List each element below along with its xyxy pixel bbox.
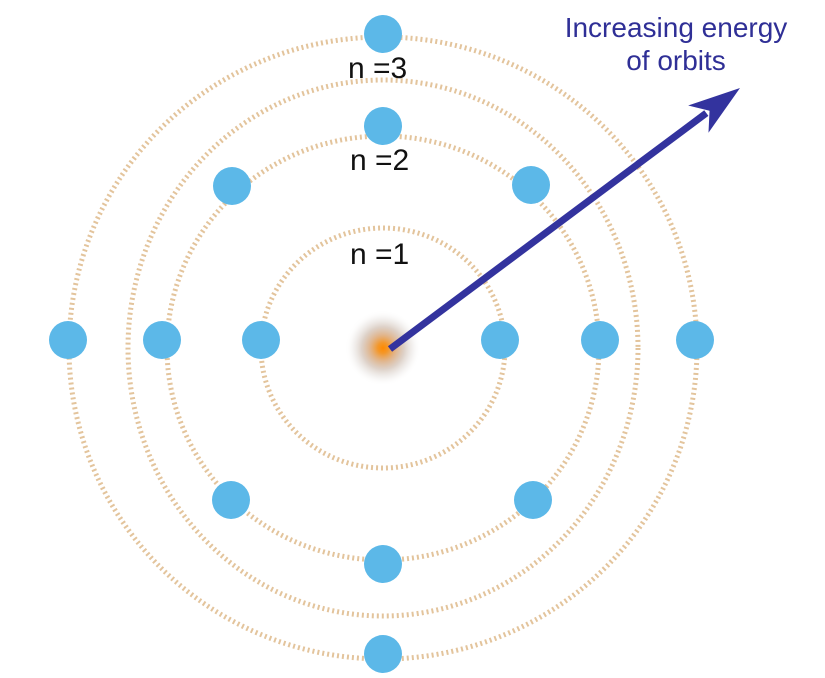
shell-label-n3: n =3 xyxy=(348,52,408,85)
shell-label-n2: n =2 xyxy=(350,144,410,177)
nucleus-group xyxy=(345,310,421,386)
electron-n2-4 xyxy=(364,545,402,583)
increasing-energy-caption: Increasing energy of orbits xyxy=(564,12,788,76)
arrow-shaft xyxy=(387,110,709,352)
electron-group xyxy=(49,15,714,673)
arrow-group xyxy=(387,88,740,352)
electron-n1-2 xyxy=(481,321,519,359)
electron-n2-2 xyxy=(143,321,181,359)
electron-n2-1 xyxy=(364,107,402,145)
electron-outer-2 xyxy=(49,321,87,359)
electron-n3-1 xyxy=(213,167,251,205)
electron-n2-3 xyxy=(581,321,619,359)
electron-n3-4 xyxy=(514,481,552,519)
orbit-path-n3 xyxy=(125,77,641,619)
shell-label-n1: n =1 xyxy=(350,238,410,271)
electron-n3-3 xyxy=(212,481,250,519)
electron-outer-1 xyxy=(364,15,402,53)
electron-n1-1 xyxy=(242,321,280,359)
arrow-head xyxy=(688,88,740,133)
nucleus xyxy=(345,310,421,386)
electron-outer-3 xyxy=(676,321,714,359)
electron-outer-4 xyxy=(364,635,402,673)
electron-n3-2 xyxy=(512,166,550,204)
